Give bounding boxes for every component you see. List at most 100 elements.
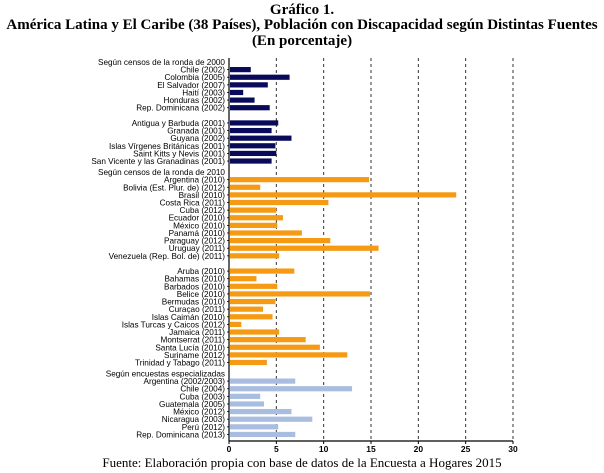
bar	[230, 306, 264, 312]
bar	[230, 135, 292, 141]
bar	[230, 143, 276, 149]
bar	[230, 238, 331, 244]
bar	[230, 352, 348, 358]
category-label: México (2012)	[173, 408, 225, 417]
bar	[230, 222, 278, 228]
category-label: Perú (2012)	[182, 423, 226, 432]
bar	[230, 401, 265, 407]
bar	[230, 105, 270, 111]
category-label: Ecuador (2010)	[169, 214, 226, 223]
category-label: Granada (2001)	[167, 127, 225, 136]
category-label: Islas Turcas y Caicos (2012)	[122, 320, 226, 329]
category-label: Panamá (2010)	[169, 229, 226, 238]
category-label: Bermudas (2010)	[162, 298, 226, 307]
category-label: Chile (2002)	[180, 66, 225, 75]
category-label: Guyana (2002)	[170, 134, 225, 143]
bar	[230, 67, 251, 73]
bar	[230, 424, 279, 430]
category-label: Belice (2010)	[177, 290, 226, 299]
category-label: Cuba (2003)	[179, 392, 225, 401]
category-label: Trinidad y Tabago (2011)	[135, 359, 225, 368]
bar	[230, 431, 296, 438]
category-label: Suriname (2012)	[164, 351, 225, 360]
bar	[230, 321, 242, 328]
group-header-label: Según censos de la ronda de 2010	[98, 168, 225, 177]
category-label: Rep. Dominicana (2013)	[136, 430, 225, 439]
category-label: San Vicente y las Granadinas (2001)	[91, 157, 225, 166]
x-tick-label: 15	[366, 444, 376, 454]
bar	[230, 283, 278, 289]
category-label: Honduras (2002)	[164, 96, 226, 105]
x-tick-label: 10	[319, 444, 329, 454]
bar	[230, 74, 290, 80]
category-label: Colombia (2005)	[164, 73, 225, 82]
bar	[230, 276, 257, 282]
category-label: Aruba (2010)	[177, 267, 225, 276]
bar	[230, 268, 295, 274]
bar	[230, 230, 302, 236]
category-label: Bahamas (2010)	[164, 275, 225, 284]
x-tick-label: 5	[274, 444, 279, 454]
bar	[230, 337, 306, 343]
category-label: Venezuela (Rep. Bol. de) (2011)	[109, 252, 226, 261]
bar	[230, 408, 292, 415]
bar	[230, 329, 280, 335]
category-label: Argentina (2002/2003)	[144, 377, 226, 386]
x-tick-label: 20	[414, 444, 424, 454]
bar	[230, 344, 320, 350]
category-label: Islas Caimán (2010)	[152, 313, 226, 322]
bar	[230, 199, 329, 206]
bar	[230, 245, 379, 251]
category-label: Rep. Dominicana (2002)	[136, 104, 225, 113]
category-label: Uruguay (2011)	[169, 244, 226, 253]
category-label: Chile (2004)	[180, 385, 225, 394]
bar	[230, 82, 268, 88]
bar	[230, 184, 261, 190]
category-label: Argentina (2010)	[164, 176, 225, 185]
bar	[230, 314, 273, 320]
x-tick-label: 25	[461, 444, 471, 454]
category-label: Saint Kitts y Nevis (2001)	[133, 149, 225, 158]
bar	[230, 416, 313, 422]
bar	[230, 89, 244, 96]
source-note: Fuente: Elaboración propia con base de d…	[102, 455, 502, 470]
category-label: Curaçao (2011)	[169, 305, 226, 314]
bar	[230, 253, 280, 259]
bar	[230, 298, 276, 305]
category-label: Nicaragua (2003)	[162, 415, 226, 424]
chart-figure-number: Gráfico 1.	[269, 2, 335, 18]
gridlines	[275, 58, 514, 441]
category-label: Jamaica (2011)	[169, 328, 225, 337]
category-label: El Salvador (2007)	[157, 81, 225, 90]
group-header-label: Según encuestas especializadas	[106, 369, 225, 378]
category-label: Guatemala (2005)	[159, 400, 225, 409]
category-label: Cuba (2012)	[179, 206, 225, 215]
bar	[230, 215, 283, 221]
category-label: Barbados (2010)	[164, 282, 225, 291]
x-tick-label: 30	[508, 444, 518, 454]
bar	[230, 192, 457, 198]
category-label: Montserrat (2011)	[161, 336, 226, 345]
bar	[230, 158, 272, 164]
category-label: Costa Rica (2011)	[160, 199, 226, 208]
category-label: Santa Lucía (2010)	[155, 343, 225, 352]
category-label: Islas Vírgenes Británicas (2001)	[109, 142, 225, 151]
category-label: Paraguay (2012)	[164, 237, 225, 246]
chart-title: América Latina y El Caribe (38 Países), …	[6, 17, 598, 33]
bar	[230, 359, 267, 366]
bar	[230, 207, 277, 213]
bars-layer	[230, 67, 457, 438]
bar	[230, 386, 353, 392]
bar	[230, 120, 279, 126]
group-header-label: Según censos de la ronda de 2000	[98, 58, 225, 67]
bar	[230, 150, 277, 157]
category-label: Brasil (2010)	[179, 191, 226, 200]
bar	[230, 378, 296, 384]
bar	[230, 177, 370, 183]
x-axis: 0 5 10 15 20 25 30	[227, 58, 518, 454]
bar	[230, 393, 261, 399]
chart-subtitle: (En porcentaje)	[251, 33, 353, 49]
bar	[230, 127, 272, 134]
